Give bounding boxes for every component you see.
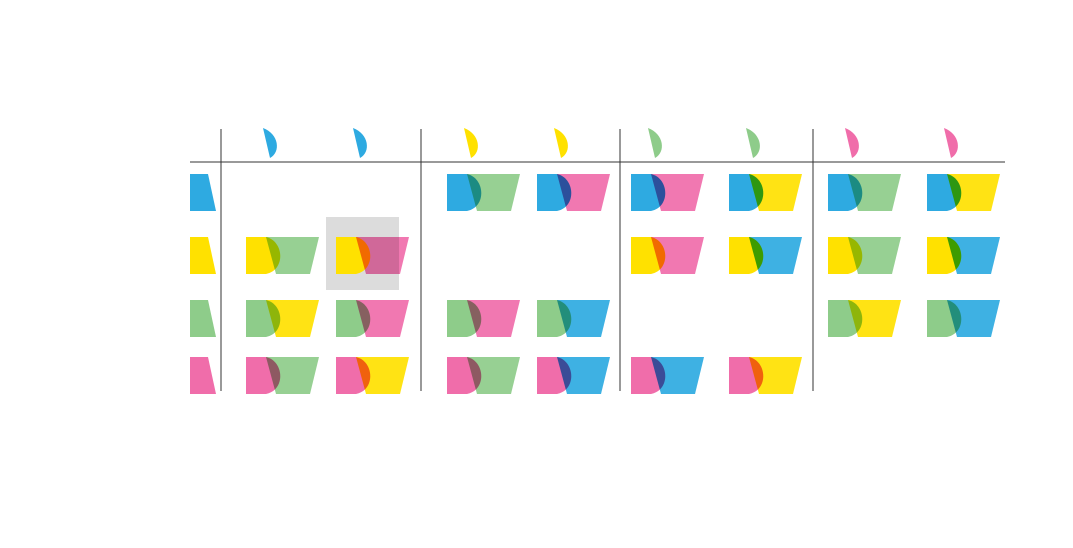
green-trapezoid xyxy=(266,357,319,394)
yellow-column-header-tab xyxy=(464,128,478,158)
combo-cell-yellow-blue xyxy=(927,237,1000,274)
green-trapezoid xyxy=(848,237,901,274)
pink-trapezoid xyxy=(557,174,610,211)
blue-trapezoid xyxy=(651,357,704,394)
combo-cell-pink-blue xyxy=(537,357,610,394)
grid-lines xyxy=(190,129,1005,391)
combo-cell-yellow-pink xyxy=(631,237,704,274)
combo-cell-green-blue xyxy=(537,300,610,337)
combo-cell-green-yellow xyxy=(828,300,901,337)
row-headers xyxy=(190,174,216,394)
combo-cell-green-blue xyxy=(927,300,1000,337)
combo-cell-blue-yellow xyxy=(927,174,1000,211)
combo-cell-blue-pink xyxy=(631,174,704,211)
pink-trapezoid xyxy=(651,237,704,274)
blue-row-header-tab xyxy=(190,174,216,211)
blue-trapezoid xyxy=(947,300,1000,337)
combo-cell-pink-green xyxy=(246,357,319,394)
blue-column-header-tab xyxy=(263,128,277,158)
combo-cell-yellow-blue xyxy=(729,237,802,274)
combo-cell-blue-yellow xyxy=(729,174,802,211)
pink-row-header-tab xyxy=(190,357,216,394)
green-trapezoid xyxy=(467,174,520,211)
blue-trapezoid xyxy=(947,237,1000,274)
combo-cell-blue-green xyxy=(447,174,520,211)
blue-trapezoid xyxy=(557,300,610,337)
yellow-column-header-tab xyxy=(554,128,568,158)
green-trapezoid xyxy=(467,357,520,394)
combo-cell-blue-pink xyxy=(537,174,610,211)
pink-trapezoid xyxy=(356,300,409,337)
green-column-header-tab xyxy=(648,128,662,158)
pink-column-header-tab xyxy=(944,128,958,158)
combo-cell-green-yellow xyxy=(246,300,319,337)
combo-cell-yellow-pink xyxy=(326,217,409,290)
combo-cell-green-pink xyxy=(447,300,520,337)
combo-cell-yellow-green xyxy=(246,237,319,274)
combo-cell-pink-yellow xyxy=(336,357,409,394)
pink-trapezoid xyxy=(651,174,704,211)
yellow-trapezoid xyxy=(947,174,1000,211)
yellow-trapezoid xyxy=(749,357,802,394)
blue-trapezoid xyxy=(557,357,610,394)
blue-trapezoid xyxy=(749,237,802,274)
pink-column-header-tab xyxy=(845,128,859,158)
combo-cell-pink-yellow xyxy=(729,357,802,394)
green-trapezoid xyxy=(266,237,319,274)
pink-trapezoid xyxy=(467,300,520,337)
yellow-trapezoid xyxy=(848,300,901,337)
combo-cell-pink-blue xyxy=(631,357,704,394)
green-trapezoid xyxy=(848,174,901,211)
yellow-trapezoid xyxy=(356,357,409,394)
yellow-trapezoid xyxy=(266,300,319,337)
yellow-trapezoid xyxy=(749,174,802,211)
pink-trapezoid xyxy=(356,237,409,274)
matrix-cells xyxy=(246,174,1000,394)
blue-column-header-tab xyxy=(353,128,367,158)
combo-cell-green-pink xyxy=(336,300,409,337)
green-row-header-tab xyxy=(190,300,216,337)
green-column-header-tab xyxy=(746,128,760,158)
combo-cell-pink-green xyxy=(447,357,520,394)
column-headers xyxy=(263,128,958,158)
yellow-row-header-tab xyxy=(190,237,216,274)
combo-cell-blue-green xyxy=(828,174,901,211)
combo-cell-yellow-green xyxy=(828,237,901,274)
